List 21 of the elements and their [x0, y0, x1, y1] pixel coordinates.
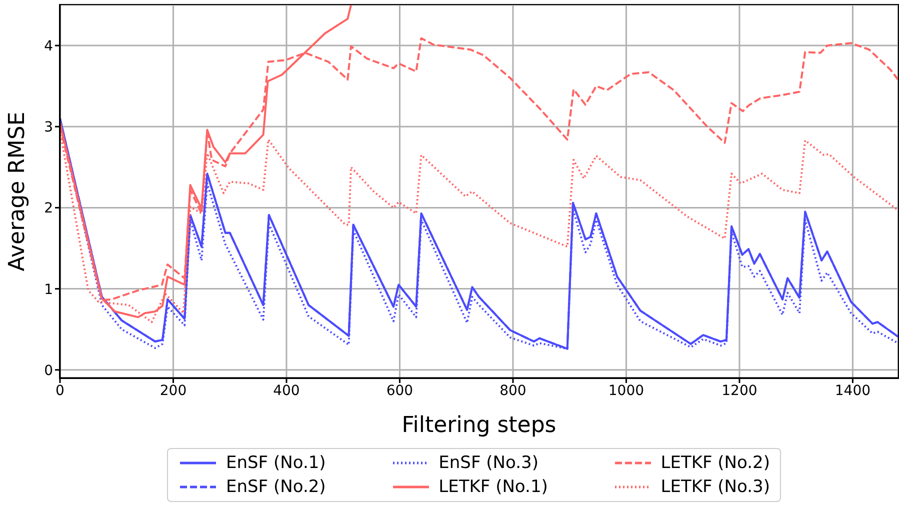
x-tick-label: 800: [500, 382, 526, 399]
legend-label: EnSF (No.2): [226, 477, 326, 497]
y-axis-title: Average RMSE: [4, 112, 30, 272]
y-tick-label: 3: [44, 120, 53, 136]
y-tick-label: 2: [44, 200, 53, 217]
legend-label: LETKF (No.3): [660, 477, 770, 497]
x-tick-label: 0: [56, 382, 64, 399]
x-tick-label: 1000: [608, 382, 644, 399]
x-tick-label: 1400: [834, 382, 871, 399]
legend-label: LETKF (No.2): [660, 453, 770, 473]
y-tick-label: 1: [44, 282, 53, 298]
legend-label: LETKF (No.1): [438, 477, 548, 497]
x-tick-label: 600: [386, 382, 414, 399]
x-axis-title: Filtering steps: [402, 413, 556, 438]
y-tick-label: 0: [44, 362, 53, 379]
legend-label: EnSF (No.1): [226, 453, 326, 473]
x-tick-label: 1200: [722, 382, 758, 399]
y-tick-label: 4: [44, 38, 54, 55]
x-tick-label: 400: [273, 382, 300, 399]
x-tick-label: 200: [160, 382, 187, 399]
legend-label: EnSF (No.3): [438, 453, 538, 473]
